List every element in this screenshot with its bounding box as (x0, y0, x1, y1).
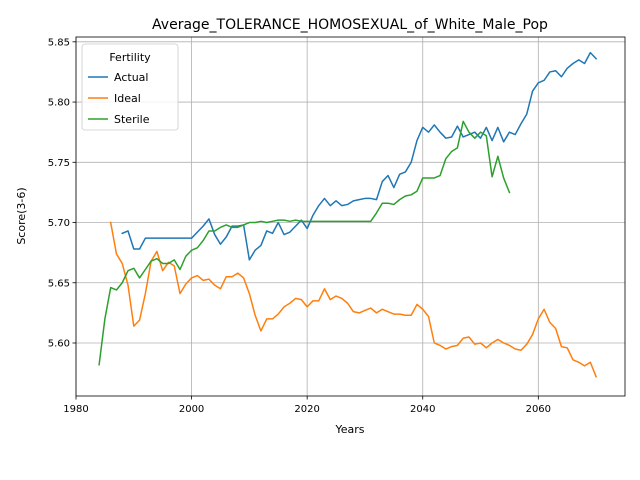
series-line-actual (122, 53, 596, 260)
legend-title: Fertility (109, 51, 151, 64)
x-tick-label: 1980 (63, 404, 88, 415)
series-line-ideal (111, 223, 596, 377)
legend-label-sterile: Sterile (114, 113, 150, 126)
y-tick-label: 5.80 (48, 98, 70, 109)
y-tick-label: 5.85 (48, 37, 70, 48)
y-tick-label: 5.65 (48, 278, 70, 289)
x-tick-label: 2040 (410, 404, 435, 415)
x-tick-label: 2060 (526, 404, 551, 415)
y-tick-label: 5.75 (48, 158, 70, 169)
x-axis: 1980 2000 2020 2040 2060 (63, 396, 551, 415)
legend-label-actual: Actual (114, 71, 148, 84)
y-axis: 5.60 5.65 5.70 5.75 5.80 5.85 (48, 37, 76, 349)
legend: Fertility Actual Ideal Sterile (82, 44, 178, 130)
chart-title: Average_TOLERANCE_HOMOSEXUAL_of_White_Ma… (152, 17, 548, 33)
x-tick-label: 2020 (294, 404, 319, 415)
y-tick-label: 5.70 (48, 218, 70, 229)
x-axis-label: Years (334, 423, 364, 436)
y-axis-label: Score(3-6) (15, 187, 28, 244)
series-line-sterile (99, 121, 509, 364)
legend-label-ideal: Ideal (114, 92, 141, 105)
x-tick-label: 2000 (179, 404, 204, 415)
y-tick-label: 5.60 (48, 338, 70, 349)
